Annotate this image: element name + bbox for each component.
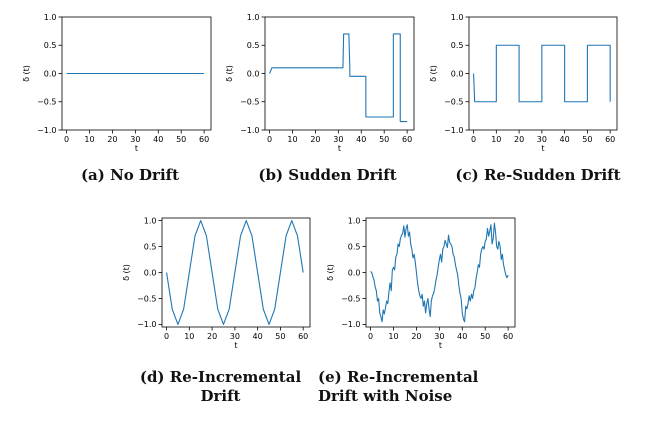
caption-e: (e) Re-Incremental Drift with Noise — [318, 368, 493, 406]
y-tick-label: 0.5 — [348, 242, 361, 251]
x-tick-label: 0 — [64, 135, 69, 144]
x-axis-label: t — [439, 341, 442, 350]
caption-d-line1: (d) Re-Incremental — [139, 368, 302, 386]
x-tick-label: 50 — [480, 332, 490, 341]
x-tick-label: 0 — [267, 135, 272, 144]
y-tick-label: 0.0 — [451, 69, 464, 78]
x-tick-label: 60 — [402, 135, 412, 144]
x-tick-label: 60 — [605, 135, 615, 144]
x-tick-label: 50 — [176, 135, 186, 144]
y-axis-label: δ (t) — [122, 264, 131, 281]
y-axis-label: δ (t) — [429, 65, 438, 82]
caption-a: (a) No Drift — [80, 166, 180, 184]
y-tick-label: 1.0 — [247, 13, 260, 22]
x-tick-label: 30 — [130, 135, 140, 144]
y-tick-label: 0.5 — [44, 41, 57, 50]
y-tick-label: −0.5 — [37, 98, 56, 107]
y-tick-label: −1.0 — [137, 320, 156, 329]
y-tick-label: 1.0 — [451, 13, 464, 22]
y-tick-label: 0.5 — [451, 41, 464, 50]
x-tick-label: 0 — [164, 332, 169, 341]
y-tick-label: 0.0 — [144, 268, 157, 277]
y-tick-label: −1.0 — [240, 126, 259, 135]
x-tick-label: 20 — [310, 135, 320, 144]
x-tick-label: 30 — [434, 332, 444, 341]
series-line — [166, 220, 304, 325]
x-tick-label: 40 — [356, 135, 366, 144]
x-axis-label: t — [234, 341, 237, 350]
x-tick-label: 20 — [107, 135, 117, 144]
x-tick-label: 40 — [153, 135, 163, 144]
x-tick-label: 50 — [379, 135, 389, 144]
y-tick-label: 1.0 — [144, 216, 157, 225]
chart-re-incremental-drift-noise: 0 10 20 30 40 50 60 −1.0 −0.5 0.0 0.5 1.0 t δ (t) — [326, 216, 516, 350]
y-tick-label: −1.0 — [37, 126, 56, 135]
x-tick-label: 10 — [84, 135, 94, 144]
caption-b: (b) Sudden Drift — [258, 166, 397, 184]
plot-frame — [161, 217, 311, 328]
x-axis-label: t — [135, 144, 138, 153]
plot-frame — [468, 16, 618, 131]
x-tick-label: 60 — [503, 332, 513, 341]
y-tick-label: −0.5 — [341, 294, 360, 303]
chart-sudden-drift: 0 10 20 30 40 50 60 −1.0 −0.5 0.0 0.5 1.0 t δ (t) — [225, 13, 415, 153]
y-tick-label: 0.0 — [247, 69, 260, 78]
y-tick-label: 1.0 — [348, 216, 361, 225]
y-tick-label: 1.0 — [44, 13, 57, 22]
x-tick-label: 20 — [514, 135, 524, 144]
x-tick-label: 60 — [199, 135, 209, 144]
x-tick-label: 10 — [388, 332, 398, 341]
x-tick-label: 40 — [253, 332, 263, 341]
y-axis-label: δ (t) — [326, 264, 335, 281]
series-line — [370, 222, 509, 323]
y-tick-label: 0.5 — [247, 41, 260, 50]
x-tick-label: 10 — [491, 135, 501, 144]
x-tick-label: 20 — [411, 332, 421, 341]
plot-frame — [264, 16, 415, 131]
x-tick-label: 10 — [287, 135, 297, 144]
y-tick-label: −1.0 — [341, 320, 360, 329]
plot-frame — [365, 217, 516, 328]
y-tick-label: 0.0 — [44, 69, 57, 78]
x-axis-label: t — [541, 144, 544, 153]
x-tick-label: 20 — [207, 332, 217, 341]
caption-d-line2: Drift — [200, 387, 241, 405]
x-tick-label: 50 — [275, 332, 285, 341]
x-tick-label: 10 — [184, 332, 194, 341]
y-tick-label: −1.0 — [444, 126, 463, 135]
x-tick-label: 50 — [582, 135, 592, 144]
x-tick-label: 40 — [457, 332, 467, 341]
x-tick-label: 0 — [471, 135, 476, 144]
chart-no-drift: 0 10 20 30 40 50 60 −1.0 −0.5 0.0 0.5 1.0 t δ (t) — [22, 13, 212, 153]
caption-c: (c) Re-Sudden Drift — [455, 166, 621, 184]
series-line — [269, 33, 408, 123]
x-tick-label: 60 — [298, 332, 308, 341]
x-tick-label: 40 — [560, 135, 570, 144]
y-tick-label: −0.5 — [444, 98, 463, 107]
y-tick-label: −0.5 — [240, 98, 259, 107]
x-tick-label: 30 — [333, 135, 343, 144]
y-axis-label: δ (t) — [22, 65, 31, 82]
x-tick-label: 0 — [368, 332, 373, 341]
x-tick-label: 30 — [537, 135, 547, 144]
x-axis-label: t — [338, 144, 341, 153]
y-axis-label: δ (t) — [225, 65, 234, 82]
y-tick-label: 0.0 — [348, 268, 361, 277]
y-tick-label: 0.5 — [144, 242, 157, 251]
y-tick-label: −0.5 — [137, 294, 156, 303]
x-tick-label: 30 — [230, 332, 240, 341]
series-line — [473, 44, 611, 103]
caption-e-line1: (e) Re-Incremental — [318, 368, 479, 386]
chart-re-incremental-drift: 0 10 20 30 40 50 60 −1.0 −0.5 0.0 0.5 1.0 t δ (t) — [122, 216, 311, 350]
caption-d: (d) Re-Incremental Drift — [133, 368, 308, 406]
caption-e-line2: Drift with Noise — [318, 387, 453, 405]
chart-re-sudden-drift: 0 10 20 30 40 50 60 −1.0 −0.5 0.0 0.5 1.0 t δ (t) — [429, 13, 618, 153]
